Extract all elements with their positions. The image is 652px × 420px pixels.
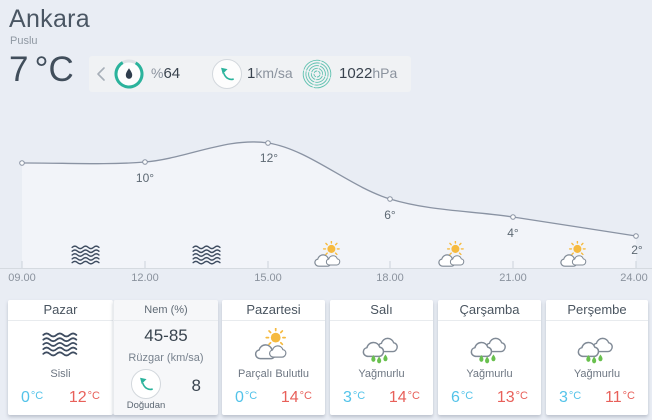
forecast-card-sali[interactable]: Salı Yağmurlu 3°C 14°C [330,300,433,415]
forecast-condition: Parçalı Bulutlu [238,368,309,380]
forecast-card-pazartesi[interactable]: Pazartesi Parçalı Bulutlu 0°C 14°C [222,300,325,415]
wind-speed-icon [212,59,242,89]
forecast-high-temp: 14°C [280,389,312,406]
wind-speed-label: Rüzgar (km/sa) [128,352,204,364]
chevron-left-icon[interactable] [96,66,106,82]
forecast-high-temp: 14°C [388,389,420,406]
forecast-condition: Sisli [50,368,71,380]
time-axis-label: 15.00 [254,272,282,284]
chart-point-label: 10° [135,171,155,185]
chart-line [21,141,637,237]
forecast-card-carsamba[interactable]: Çarşamba Yağmurlu 6°C 13°C [438,300,541,415]
rain-icon [330,325,433,365]
chart-points [19,140,639,239]
mist-icon [8,325,113,365]
pressure-icon [302,59,332,89]
pressure-value: 1022hPa [339,65,398,82]
time-axis-label: 12.00 [131,272,159,284]
forecast-day: Çarşamba [438,300,541,321]
forecast-day: Pazartesi [222,300,325,321]
wind-speed-value: 8 [191,376,201,395]
axis-ticks [21,261,637,268]
forecast-low-temp: 3°C [343,389,366,406]
forecast-condition: Yağmurlu [466,368,513,380]
time-axis-label: 09.00 [8,272,36,284]
day-details-panel: Nem (%) 45-85 Rüzgar (km/sa) Doğudan 8 [113,300,218,415]
rain-icon [438,325,541,365]
chart-area-fill [22,141,636,268]
time-axis-label: 24.00 [620,272,648,284]
forecast-card-persembe[interactable]: Perşembe Yağmurlu 3°C 11°C [546,300,648,415]
forecast-low-temp: 3°C [559,389,582,406]
humidity-range-label: Nem (%) [114,300,218,321]
rain-icon [546,325,648,365]
chart-point-label: 4° [507,226,519,240]
chart-point-label: 12° [259,151,279,165]
forecast-high-temp: 13°C [496,389,528,406]
forecast-day: Perşembe [546,300,648,321]
current-stats-panel: %64 1km/sa 1022hPa [89,56,411,92]
humidity-gauge-icon [114,59,144,89]
forecast-card-pazar[interactable]: Pazar Sisli 0°C 12°C [8,300,113,415]
humidity-range-value: 45-85 [144,326,188,345]
wind-direction-label: Doğudan [126,400,166,411]
forecast-low-temp: 0°C [21,389,44,406]
current-condition: Puslu [10,35,38,47]
forecast-condition: Yağmurlu [573,368,621,380]
forecast-high-temp: 12°C [68,389,100,406]
forecast-condition: Yağmurlu [358,368,405,380]
partly-cloudy-icon [222,325,325,365]
wind-direction-icon [131,369,161,399]
water-drop-icon [125,68,133,79]
page-title: Ankara [9,5,91,33]
wind-value: 1km/sa [247,65,293,82]
time-axis-label: 18.00 [376,272,404,284]
forecast-low-temp: 0°C [235,389,258,406]
forecast-high-temp: 11°C [605,389,635,406]
humidity-value: %64 [151,65,181,82]
forecast-day: Pazar [8,300,113,321]
forecast-day: Salı [330,300,433,321]
temperature-chart [0,140,652,269]
chart-point-label: 2° [631,243,643,257]
forecast-low-temp: 6°C [451,389,474,406]
current-temperature: 7 °C [9,50,74,89]
chart-point-label: 6° [384,208,396,222]
time-axis-label: 21.00 [499,272,527,284]
